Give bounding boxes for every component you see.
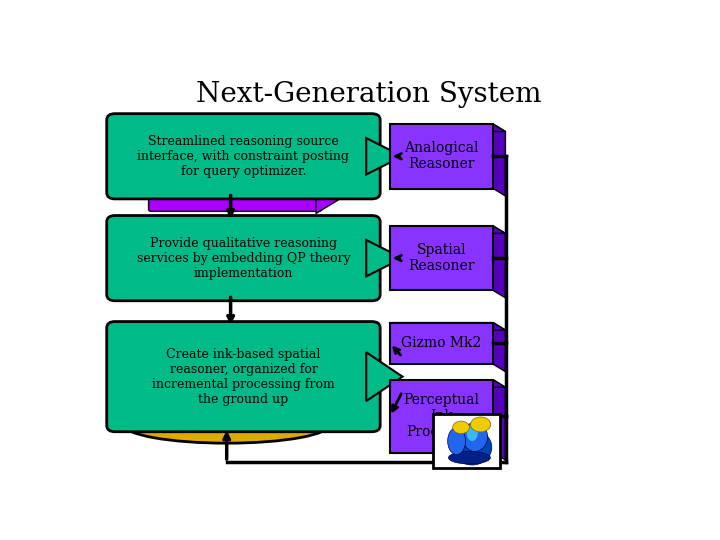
FancyBboxPatch shape — [390, 226, 493, 291]
Circle shape — [453, 421, 469, 434]
FancyBboxPatch shape — [148, 188, 322, 211]
Ellipse shape — [453, 430, 492, 465]
Text: Analogical
Reasoner: Analogical Reasoner — [405, 141, 479, 171]
Ellipse shape — [448, 428, 466, 455]
Polygon shape — [493, 380, 505, 460]
Polygon shape — [316, 186, 338, 213]
FancyBboxPatch shape — [433, 414, 500, 468]
Polygon shape — [390, 380, 505, 387]
FancyBboxPatch shape — [390, 380, 493, 453]
FancyBboxPatch shape — [390, 322, 493, 364]
Circle shape — [471, 417, 490, 432]
Polygon shape — [366, 352, 402, 401]
Polygon shape — [493, 322, 505, 372]
Text: Next-Generation System: Next-Generation System — [197, 82, 541, 109]
FancyBboxPatch shape — [107, 113, 380, 199]
Text: Provide qualitative reasoning
services by embedding QP theory
implementation: Provide qualitative reasoning services b… — [137, 237, 351, 280]
Text: Create ink-based spatial
reasoner, organized for
incremental processing from
the: Create ink-based spatial reasoner, organ… — [152, 348, 335, 406]
Ellipse shape — [462, 422, 487, 451]
Ellipse shape — [467, 424, 478, 441]
Text: Perceptual
Ink
Processor: Perceptual Ink Processor — [403, 393, 480, 440]
Ellipse shape — [124, 406, 330, 443]
FancyBboxPatch shape — [107, 321, 380, 432]
Polygon shape — [493, 124, 505, 196]
FancyBboxPatch shape — [107, 215, 380, 301]
Polygon shape — [390, 226, 505, 233]
Text: Gizmo Mk2: Gizmo Mk2 — [402, 336, 482, 350]
Polygon shape — [390, 124, 505, 132]
FancyBboxPatch shape — [390, 124, 493, 188]
Polygon shape — [366, 240, 402, 276]
Polygon shape — [366, 138, 402, 174]
Polygon shape — [390, 322, 505, 330]
Text: Streamlined reasoning source
interface, with constraint posting
for query optimi: Streamlined reasoning source interface, … — [138, 135, 349, 178]
Ellipse shape — [449, 451, 490, 464]
Text: Spatial
Reasoner: Spatial Reasoner — [408, 243, 474, 273]
Polygon shape — [493, 226, 505, 298]
